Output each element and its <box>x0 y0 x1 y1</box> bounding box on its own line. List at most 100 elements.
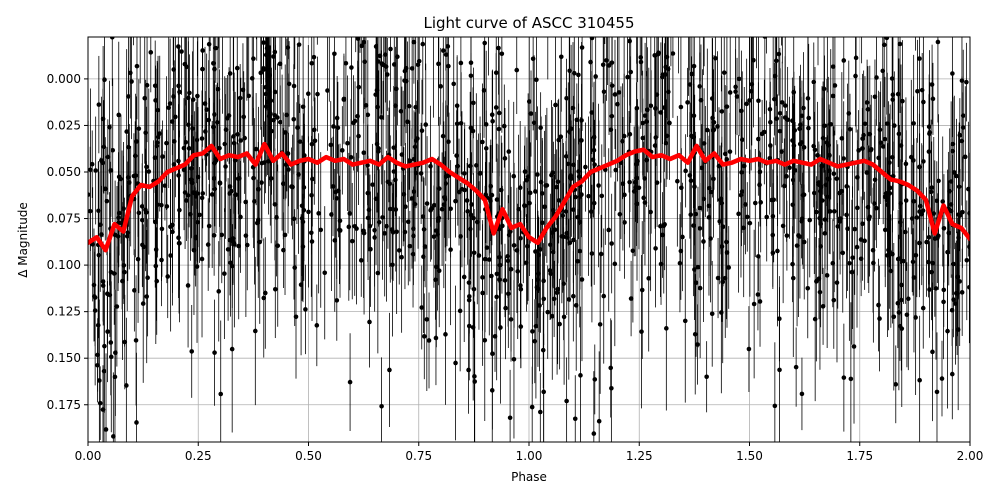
data-point <box>102 77 107 82</box>
data-point <box>636 185 642 191</box>
data-point <box>474 219 480 225</box>
data-point <box>845 226 850 232</box>
data-point <box>204 107 209 112</box>
data-point <box>251 56 256 61</box>
data-point <box>226 113 232 118</box>
model-curve-layer <box>88 141 970 253</box>
data-point <box>496 110 502 116</box>
data-point <box>145 275 150 281</box>
data-point <box>664 54 670 60</box>
data-point <box>212 66 217 72</box>
data-point <box>482 40 488 46</box>
data-point <box>905 296 911 302</box>
data-point <box>828 121 834 127</box>
data-point <box>489 192 495 198</box>
y-tick-label: 0.100 <box>47 258 81 272</box>
y-tick-label: 0.175 <box>47 398 81 412</box>
data-point <box>375 59 381 64</box>
data-point <box>257 239 263 245</box>
data-point <box>900 98 905 104</box>
data-point <box>771 197 776 203</box>
data-point <box>831 209 837 214</box>
data-point <box>334 115 340 121</box>
data-point <box>899 326 905 331</box>
data-point <box>165 274 171 279</box>
data-point <box>773 58 779 64</box>
data-point <box>667 120 672 126</box>
data-point <box>697 285 703 291</box>
data-point <box>534 285 540 290</box>
data-point <box>704 374 709 380</box>
data-point <box>212 186 218 192</box>
data-point <box>411 189 417 194</box>
data-point <box>622 220 627 225</box>
data-point <box>92 295 98 300</box>
data-point <box>300 219 306 225</box>
data-point <box>470 325 476 330</box>
data-point <box>693 280 699 286</box>
data-point <box>217 180 223 185</box>
data-point <box>910 259 916 265</box>
data-point <box>956 184 962 190</box>
data-point <box>243 199 248 205</box>
data-point <box>525 174 531 179</box>
data-point <box>579 138 584 143</box>
data-point <box>263 52 269 58</box>
data-point <box>634 201 640 207</box>
data-point <box>639 287 645 293</box>
data-point <box>621 133 627 139</box>
data-point <box>556 198 562 203</box>
data-point <box>181 145 187 151</box>
data-point <box>370 182 375 187</box>
data-point <box>508 229 513 234</box>
data-point <box>206 117 211 123</box>
data-point <box>346 224 352 230</box>
data-point <box>927 130 933 135</box>
data-point <box>701 239 706 244</box>
data-point <box>563 209 569 214</box>
x-tick-label: 1.75 <box>846 449 873 463</box>
data-point <box>212 350 217 355</box>
data-point <box>588 59 593 65</box>
data-point <box>941 299 946 305</box>
data-point <box>176 173 181 178</box>
data-point <box>930 349 935 355</box>
data-point <box>591 431 597 436</box>
data-point <box>630 248 636 254</box>
data-point <box>758 200 764 205</box>
data-point <box>733 89 738 94</box>
data-point <box>104 198 110 204</box>
data-point <box>268 98 274 103</box>
data-point <box>699 165 705 171</box>
data-point <box>366 207 372 213</box>
data-point <box>438 84 444 89</box>
data-point <box>211 61 216 66</box>
data-point <box>882 136 888 142</box>
data-point <box>261 40 266 45</box>
data-point <box>395 54 400 59</box>
data-point <box>550 230 555 235</box>
data-point <box>337 227 342 233</box>
data-point <box>896 310 902 315</box>
data-point <box>490 118 495 124</box>
data-point <box>195 93 200 99</box>
data-point <box>407 243 413 249</box>
data-point <box>692 184 697 190</box>
data-point <box>124 383 129 388</box>
data-point <box>662 72 668 77</box>
data-point <box>365 215 371 221</box>
data-point <box>436 186 442 191</box>
data-point <box>911 199 917 204</box>
data-point <box>394 86 399 92</box>
data-point <box>535 172 540 177</box>
data-point <box>118 176 124 182</box>
data-point <box>608 365 614 371</box>
data-point <box>241 114 247 120</box>
data-point <box>136 210 142 216</box>
data-point <box>553 102 558 108</box>
data-point <box>727 149 733 154</box>
data-point <box>380 215 385 220</box>
data-point <box>606 63 612 68</box>
data-point <box>202 101 208 106</box>
data-point <box>164 140 169 146</box>
